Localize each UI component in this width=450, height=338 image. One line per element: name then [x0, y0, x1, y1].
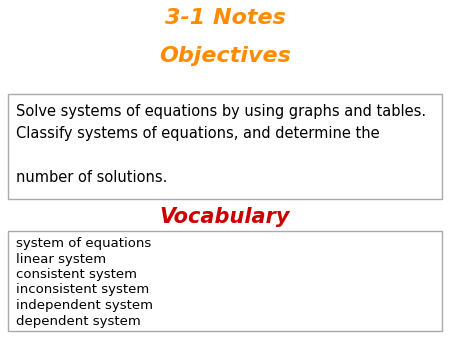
- Text: independent system: independent system: [16, 299, 153, 312]
- Text: linear system: linear system: [16, 252, 106, 266]
- Text: number of solutions.: number of solutions.: [16, 170, 167, 185]
- Text: Classify systems of equations, and determine the: Classify systems of equations, and deter…: [16, 126, 380, 141]
- Text: dependent system: dependent system: [16, 314, 141, 328]
- Text: inconsistent system: inconsistent system: [16, 284, 149, 296]
- Text: consistent system: consistent system: [16, 268, 137, 281]
- Bar: [8, 94, 442, 199]
- Bar: [8, 231, 442, 331]
- Text: system of equations: system of equations: [16, 237, 151, 250]
- Text: Solve systems of equations by using graphs and tables.: Solve systems of equations by using grap…: [16, 104, 426, 119]
- Text: Vocabulary: Vocabulary: [160, 207, 290, 227]
- Text: 3-1 Notes: 3-1 Notes: [165, 8, 285, 28]
- Text: Objectives: Objectives: [159, 46, 291, 66]
